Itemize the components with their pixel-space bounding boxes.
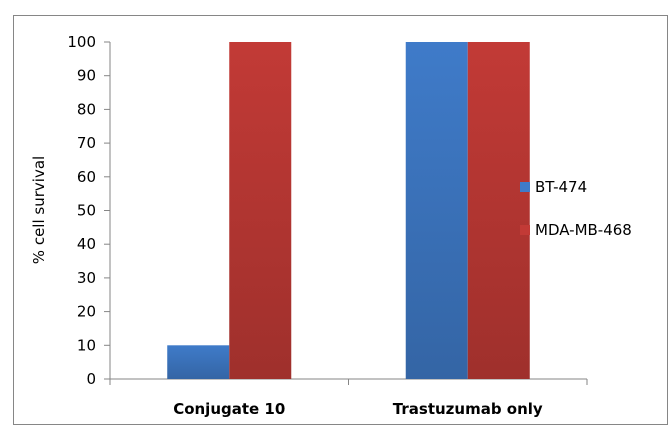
chart-frame bbox=[13, 15, 668, 425]
legend-swatch bbox=[520, 182, 530, 192]
y-tick-label: 50 bbox=[77, 202, 96, 220]
legend-swatch bbox=[520, 225, 530, 235]
legend-label: MDA-MB-468 bbox=[535, 221, 632, 239]
y-tick-label: 80 bbox=[77, 100, 96, 118]
y-tick-label: 20 bbox=[77, 303, 96, 321]
y-tick-label: 70 bbox=[77, 134, 96, 152]
x-category-label: Trastuzumab only bbox=[393, 400, 543, 418]
y-tick-label: 90 bbox=[77, 67, 96, 85]
bar-bt-474-0 bbox=[167, 345, 230, 379]
bar-mda-mb-468-1 bbox=[467, 42, 530, 379]
y-axis-title: % cell survival bbox=[30, 156, 48, 264]
y-tick-label: 60 bbox=[77, 168, 96, 186]
legend: BT-474 MDA-MB-468 bbox=[520, 178, 632, 239]
bar-mda-mb-468-0 bbox=[229, 42, 292, 379]
bar-bt-474-1 bbox=[405, 42, 468, 379]
y-tick-label: 30 bbox=[77, 269, 96, 287]
y-tick-label: 0 bbox=[86, 370, 96, 388]
y-tick-label: 40 bbox=[77, 235, 96, 253]
y-tick-label: 100 bbox=[67, 33, 96, 51]
x-category-label: Conjugate 10 bbox=[173, 400, 285, 418]
legend-label: BT-474 bbox=[535, 178, 587, 196]
y-tick-label: 10 bbox=[77, 336, 96, 354]
